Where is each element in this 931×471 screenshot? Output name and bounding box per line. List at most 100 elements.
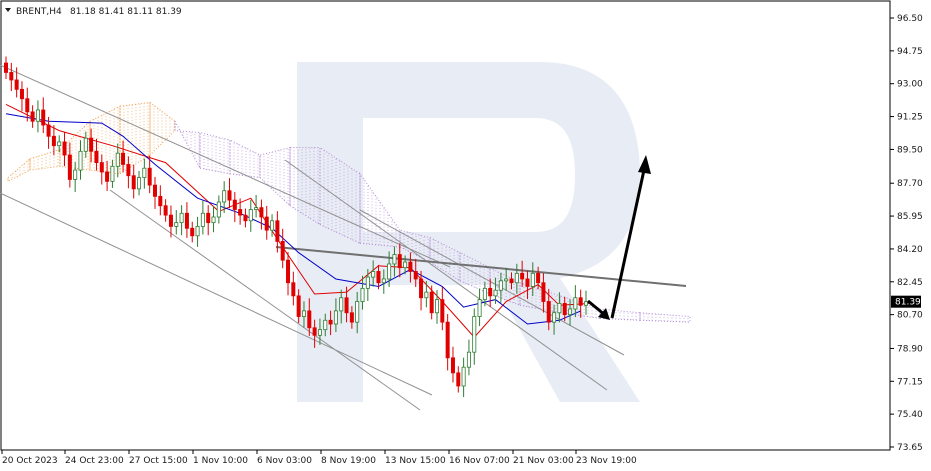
candle (387, 251, 392, 288)
candle (546, 288, 551, 331)
y-tick-label: 94.75 (897, 47, 923, 57)
candle-body (137, 177, 142, 190)
candle (472, 308, 477, 365)
candle (243, 208, 248, 228)
candle-body (222, 190, 227, 203)
candle-body (142, 167, 147, 178)
y-tick-label: 87.70 (897, 179, 923, 189)
candle-body (578, 297, 583, 306)
candle (195, 216, 200, 247)
candle (397, 243, 402, 278)
candle-body (482, 287, 487, 301)
y-tick-label: 91.25 (897, 113, 923, 123)
candle-body (110, 165, 115, 182)
candle-body (275, 220, 280, 242)
triangle-down-icon[interactable] (5, 8, 11, 12)
candle-body (286, 259, 291, 284)
candle (328, 310, 333, 336)
y-tick-label: 75.40 (897, 410, 923, 420)
candle (73, 162, 78, 193)
candle (482, 281, 487, 307)
candle (520, 260, 525, 288)
candle-body (25, 98, 30, 113)
x-tick-label: 13 Nov 15:00 (385, 456, 446, 466)
candle (200, 200, 205, 235)
price-axis[interactable]: 96.50 94.75 93.00 91.25 89.50 87.70 85.95 84.20… (890, 14, 923, 453)
candle-body (541, 282, 546, 302)
candle-body (371, 271, 376, 278)
candle (19, 81, 24, 112)
candle (259, 199, 264, 230)
candle (312, 319, 317, 348)
candle-body (259, 207, 264, 218)
candle (142, 158, 147, 189)
candle-body (392, 254, 397, 265)
candle-body (440, 299, 445, 323)
candle (440, 287, 445, 331)
time-axis[interactable]: 20 Oct 2023 24 Oct 23:00 27 Oct 15:00 1 Nov… (1, 450, 637, 466)
x-tick-label: 27 Oct 15:00 (129, 456, 188, 466)
x-tick-label: 23 Nov 19:00 (576, 456, 637, 466)
candle-body (413, 271, 418, 280)
candle (94, 138, 99, 171)
candle-body (115, 152, 120, 167)
candle (435, 290, 440, 324)
candle-body (552, 312, 557, 323)
candle (163, 199, 168, 222)
x-tick-label: 21 Nov 03:00 (513, 456, 574, 466)
candle (83, 131, 88, 158)
candle (67, 142, 72, 188)
cloud-segment (429, 236, 461, 282)
trendline (0, 192, 433, 396)
candle (41, 97, 46, 134)
candle (9, 62, 14, 92)
candle (254, 195, 259, 218)
cloud-segment (149, 101, 176, 157)
candle-body (126, 164, 131, 177)
candle (232, 192, 237, 223)
candle-body (312, 327, 317, 336)
candle-body (158, 195, 163, 207)
candle-body (514, 272, 519, 284)
y-tick-label: 93.00 (897, 80, 923, 90)
candle (403, 255, 408, 275)
candle-body (147, 167, 152, 186)
candle (184, 202, 189, 238)
candle (376, 264, 381, 290)
candle (78, 140, 83, 180)
candle-body (105, 171, 110, 182)
candle (307, 298, 312, 336)
candle (51, 125, 56, 156)
y-tick-label: 85.95 (897, 212, 923, 222)
chart-header: BRENT,H4 81.18 81.41 81.11 81.39 (5, 7, 182, 17)
candle-body (461, 366, 466, 387)
y-tick-label: 77.15 (897, 377, 923, 387)
candle (557, 292, 562, 323)
candle-body (568, 308, 573, 316)
candle-body (190, 227, 195, 237)
candle (280, 228, 285, 269)
candle-body (349, 312, 354, 323)
candle-body (9, 72, 14, 81)
candle (174, 210, 179, 235)
candle (349, 306, 354, 329)
candle-body (397, 254, 402, 269)
current-price-label: 81.39 (891, 295, 921, 308)
candle-body (355, 301, 360, 323)
x-tick-label: 24 Oct 23:00 (65, 456, 124, 466)
candle (115, 143, 120, 178)
candle-body (168, 214, 173, 227)
candle (137, 171, 142, 196)
candle (536, 266, 541, 290)
candle-body (301, 310, 306, 317)
candle-body (466, 351, 471, 368)
ohlc-readout: 81.18 81.41 81.11 81.39 (70, 7, 182, 17)
candle (99, 154, 104, 185)
candle-body (530, 272, 535, 287)
candle (152, 177, 157, 209)
candle-body (333, 310, 338, 325)
candle-body (121, 152, 126, 165)
trendlines (0, 64, 687, 411)
